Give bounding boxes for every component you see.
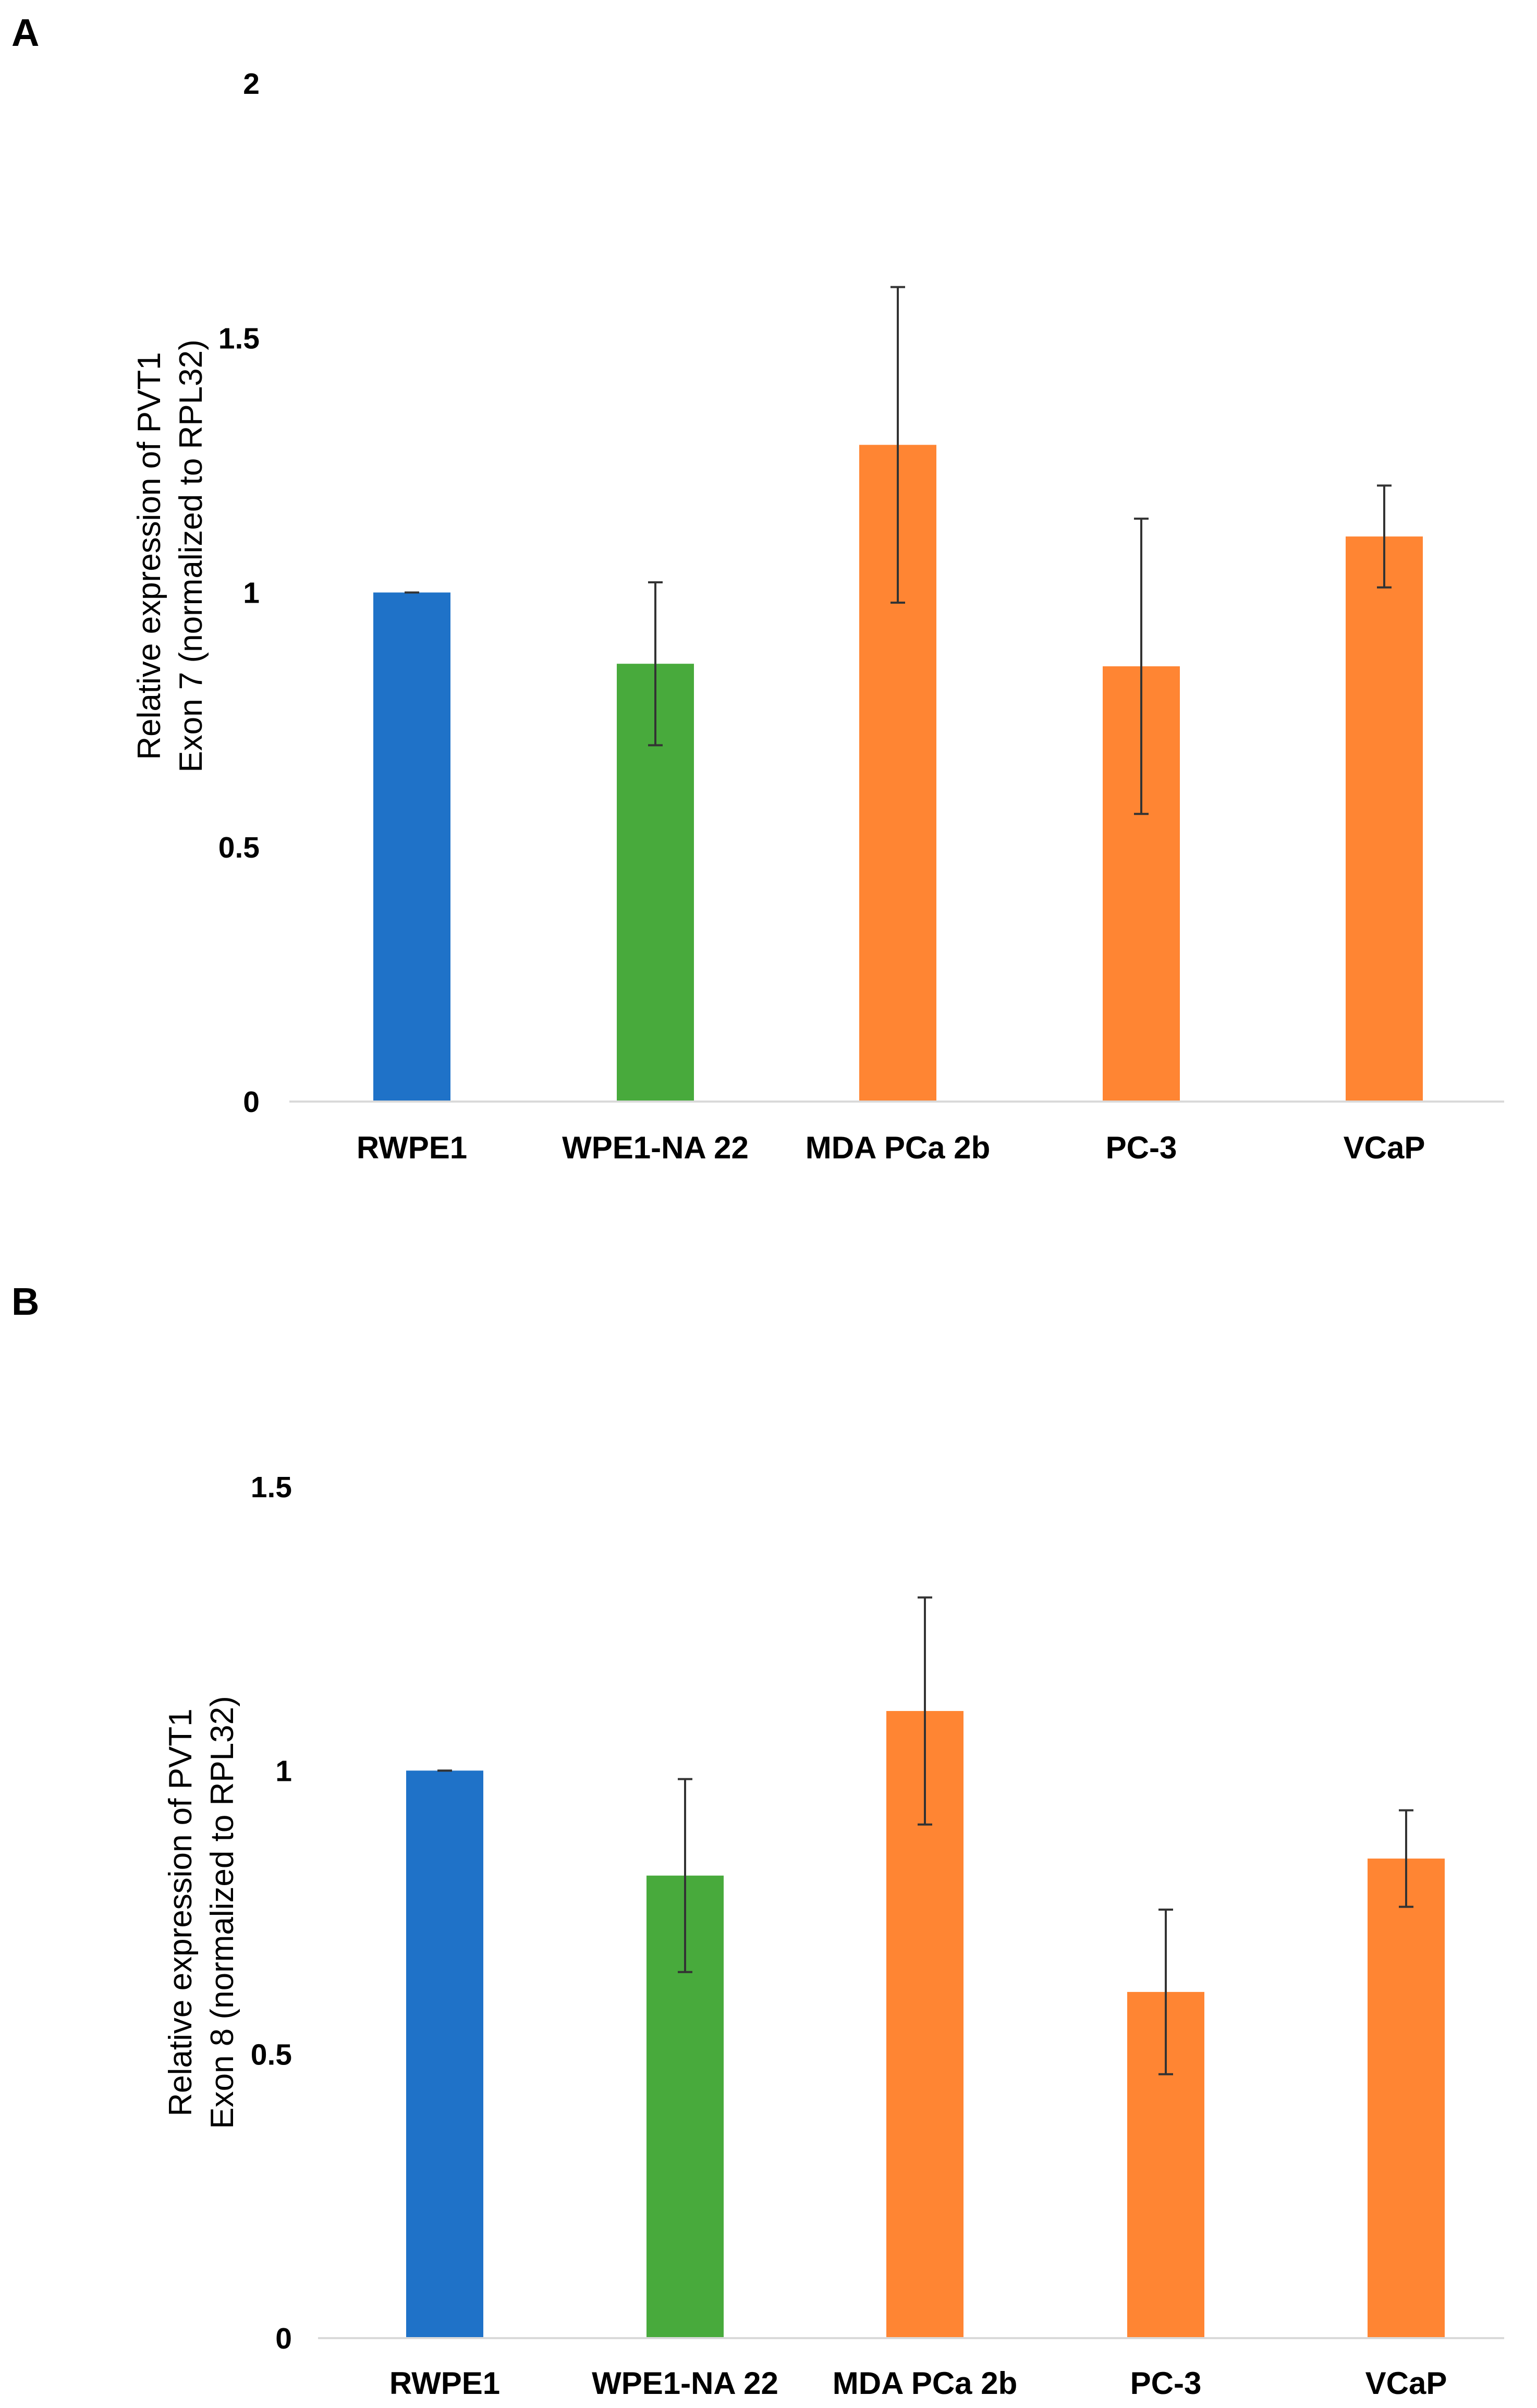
x-category-label: VCaP: [1365, 2366, 1447, 2401]
bar-vcap: [1346, 536, 1423, 1102]
panel-letter: A: [11, 11, 39, 54]
x-category-label: PC-3: [1106, 1130, 1177, 1165]
x-category-label: WPE1-NA 22: [592, 2366, 778, 2401]
error-bar: [678, 1778, 692, 1973]
bar-rwpe1: [406, 1770, 483, 2338]
y-tick-label: 1: [275, 1754, 292, 1788]
x-category-label: RWPE1: [389, 2366, 500, 2401]
y-axis-title-line: Exon 7 (normalized to RPL32): [173, 339, 209, 773]
y-tick-label: 0.5: [218, 831, 260, 864]
y-axis-title-line: Exon 8 (normalized to RPL32): [204, 1696, 240, 2129]
x-category-label: VCaP: [1344, 1130, 1425, 1165]
y-tick-label: 1: [243, 577, 260, 610]
error-bar: [648, 581, 663, 747]
bar-rwpe1: [373, 592, 450, 1102]
y-tick-label: 1.5: [218, 322, 260, 355]
y-tick-label: 2: [243, 67, 260, 101]
panel-b: B 0 0.5 1 1.5 RWPE1 WPE1-NA 22 MDA PCa 2b PC-3 VC…: [11, 1280, 1504, 2401]
error-bar: [1134, 517, 1149, 815]
y-axis-title-line: Relative expression of PVT1: [163, 1708, 199, 2116]
bar-vcap: [1368, 1859, 1445, 2338]
error-bar: [1399, 1809, 1413, 1908]
x-category-label: RWPE1: [357, 1130, 467, 1165]
error-bar: [1158, 1909, 1173, 2075]
y-tick-label: 1.5: [251, 1471, 292, 1504]
y-axis-title-line: Relative expression of PVT1: [131, 352, 167, 760]
x-category-label: PC-3: [1130, 2366, 1202, 2401]
error-bar: [891, 286, 905, 604]
x-category-label: MDA PCa 2b: [806, 1130, 991, 1165]
y-tick-label: 0: [243, 1085, 260, 1119]
y-tick-label: 0.5: [251, 2038, 292, 2072]
y-axis-title: Relative expression of PVT1 Exon 7 (norma…: [131, 339, 209, 773]
panel-a: A 0 0.5 1 1.5 2 RWPE1 WPE1-NA 22 MDA PCa 2b PC-3 V…: [11, 11, 1504, 1165]
panel-letter: B: [11, 1280, 39, 1323]
error-bar: [918, 1596, 932, 1826]
y-tick-label: 0: [275, 2322, 292, 2355]
y-axis-title: Relative expression of PVT1 Exon 8 (norma…: [163, 1696, 240, 2129]
x-category-label: WPE1-NA 22: [562, 1130, 749, 1165]
x-category-label: MDA PCa 2b: [833, 2366, 1018, 2401]
error-bar: [1377, 484, 1392, 589]
